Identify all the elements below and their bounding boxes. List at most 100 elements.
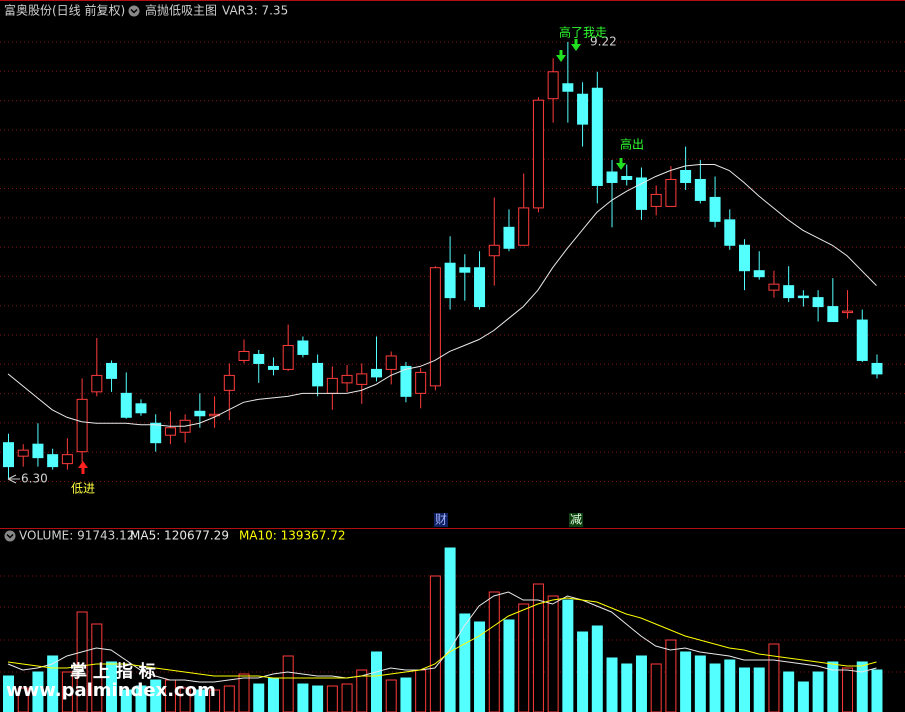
- candle-body: [724, 219, 736, 246]
- chart-title: 富奥股份(日线 前复权): [4, 3, 125, 18]
- candle-body: [415, 371, 427, 394]
- candle-body: [665, 178, 677, 207]
- candle-body: [503, 226, 515, 249]
- volume-bar: [856, 661, 868, 712]
- candle-body: [253, 353, 265, 364]
- marker-label: 减: [570, 513, 582, 527]
- sell-arrow: [616, 158, 626, 170]
- volume-bar: [253, 683, 265, 712]
- candle-body: [488, 244, 500, 257]
- candle-body: [429, 267, 441, 387]
- volume-bar: [709, 663, 721, 712]
- volume-bar: [724, 659, 736, 712]
- volume-bar: [47, 655, 59, 712]
- candle-body: [768, 283, 780, 291]
- sell-label: 高了我走: [559, 25, 607, 40]
- candle-body: [385, 355, 397, 370]
- volume-title: VOLUME: 91743.12: [19, 529, 134, 543]
- menu-icon[interactable]: [4, 530, 16, 542]
- candle-body: [106, 362, 118, 379]
- candle-body: [444, 262, 456, 299]
- candle-body: [783, 285, 795, 299]
- legend-entry: MA5: 120677.29: [130, 529, 229, 543]
- indicator-name: 高抛低吸主图: [145, 3, 217, 18]
- candle-body: [91, 374, 103, 393]
- volume-bar: [577, 631, 589, 712]
- candle-body: [326, 377, 338, 394]
- volume-bar: [532, 583, 544, 712]
- candle-body: [871, 362, 883, 375]
- candle-body: [474, 267, 486, 308]
- volume-bar: [341, 683, 353, 712]
- low-arrow: [7, 474, 20, 484]
- candle-body: [297, 340, 309, 355]
- volume-bar: [739, 667, 750, 712]
- volume-bar: [61, 671, 73, 712]
- volume-bar: [356, 669, 368, 712]
- candle-body: [680, 169, 692, 183]
- candle-body: [621, 175, 633, 180]
- volume-bar: [621, 663, 633, 712]
- candle-body: [812, 297, 824, 308]
- volume-bar: [238, 673, 250, 712]
- volume-bar: [812, 671, 824, 712]
- watermark-title: 掌 上 指 标: [70, 661, 156, 682]
- volume-bar: [297, 683, 309, 712]
- candle-body: [709, 196, 721, 222]
- sell-arrow: [571, 39, 581, 51]
- volume-bar: [459, 613, 471, 712]
- low-label: 6.30: [21, 472, 48, 486]
- candle-body: [547, 71, 559, 100]
- volume-bar: [518, 603, 530, 712]
- candle-body: [635, 177, 647, 210]
- candle-body: [591, 87, 603, 186]
- volume-bar: [194, 689, 206, 712]
- candle-body: [650, 193, 662, 207]
- candle-body: [577, 93, 589, 125]
- volume-bar: [871, 669, 883, 712]
- volume-bar: [32, 671, 44, 712]
- marker-bg: [569, 513, 583, 527]
- volume-bar: [312, 685, 324, 712]
- volume-bar: [120, 689, 132, 712]
- price-panel: [3, 41, 883, 479]
- candle-body: [827, 306, 839, 323]
- menu-chevron: [6, 533, 14, 539]
- candle-body: [223, 374, 235, 391]
- volume-bar: [3, 675, 14, 712]
- candle-body: [856, 319, 868, 361]
- candle-body: [238, 350, 250, 361]
- sell-arrow: [556, 50, 566, 62]
- candle-body: [562, 83, 574, 92]
- volume-bar: [591, 625, 603, 712]
- volume-bar: [179, 687, 191, 712]
- volume-bar: [783, 671, 795, 712]
- volume-bar: [488, 591, 500, 712]
- candle-body: [356, 373, 368, 385]
- candle-body: [61, 454, 73, 465]
- volume-bar: [547, 595, 559, 712]
- candle-body: [694, 178, 706, 201]
- legend-entry: MA10: 139367.72: [239, 529, 346, 543]
- volume-bar: [680, 651, 692, 712]
- volume-bar: [444, 547, 456, 712]
- volume-bar: [753, 667, 765, 712]
- candle-body: [32, 443, 44, 459]
- candle-body: [3, 442, 14, 468]
- volume-bar: [665, 639, 677, 712]
- indicator-value: VAR3: 7.35: [222, 4, 288, 18]
- volume-bar: [694, 655, 706, 712]
- candle-body: [400, 365, 412, 397]
- volume-bar: [209, 689, 221, 712]
- high-label: 9.22: [590, 35, 617, 49]
- candle-body: [76, 398, 88, 453]
- candle-body: [842, 310, 854, 314]
- menu-icon[interactable]: [128, 5, 140, 17]
- volume-bar: [415, 669, 427, 712]
- candle-body: [267, 365, 279, 370]
- ma-line: [7, 164, 877, 427]
- buy-label: 低进: [71, 482, 95, 496]
- volume-bar: [768, 643, 780, 712]
